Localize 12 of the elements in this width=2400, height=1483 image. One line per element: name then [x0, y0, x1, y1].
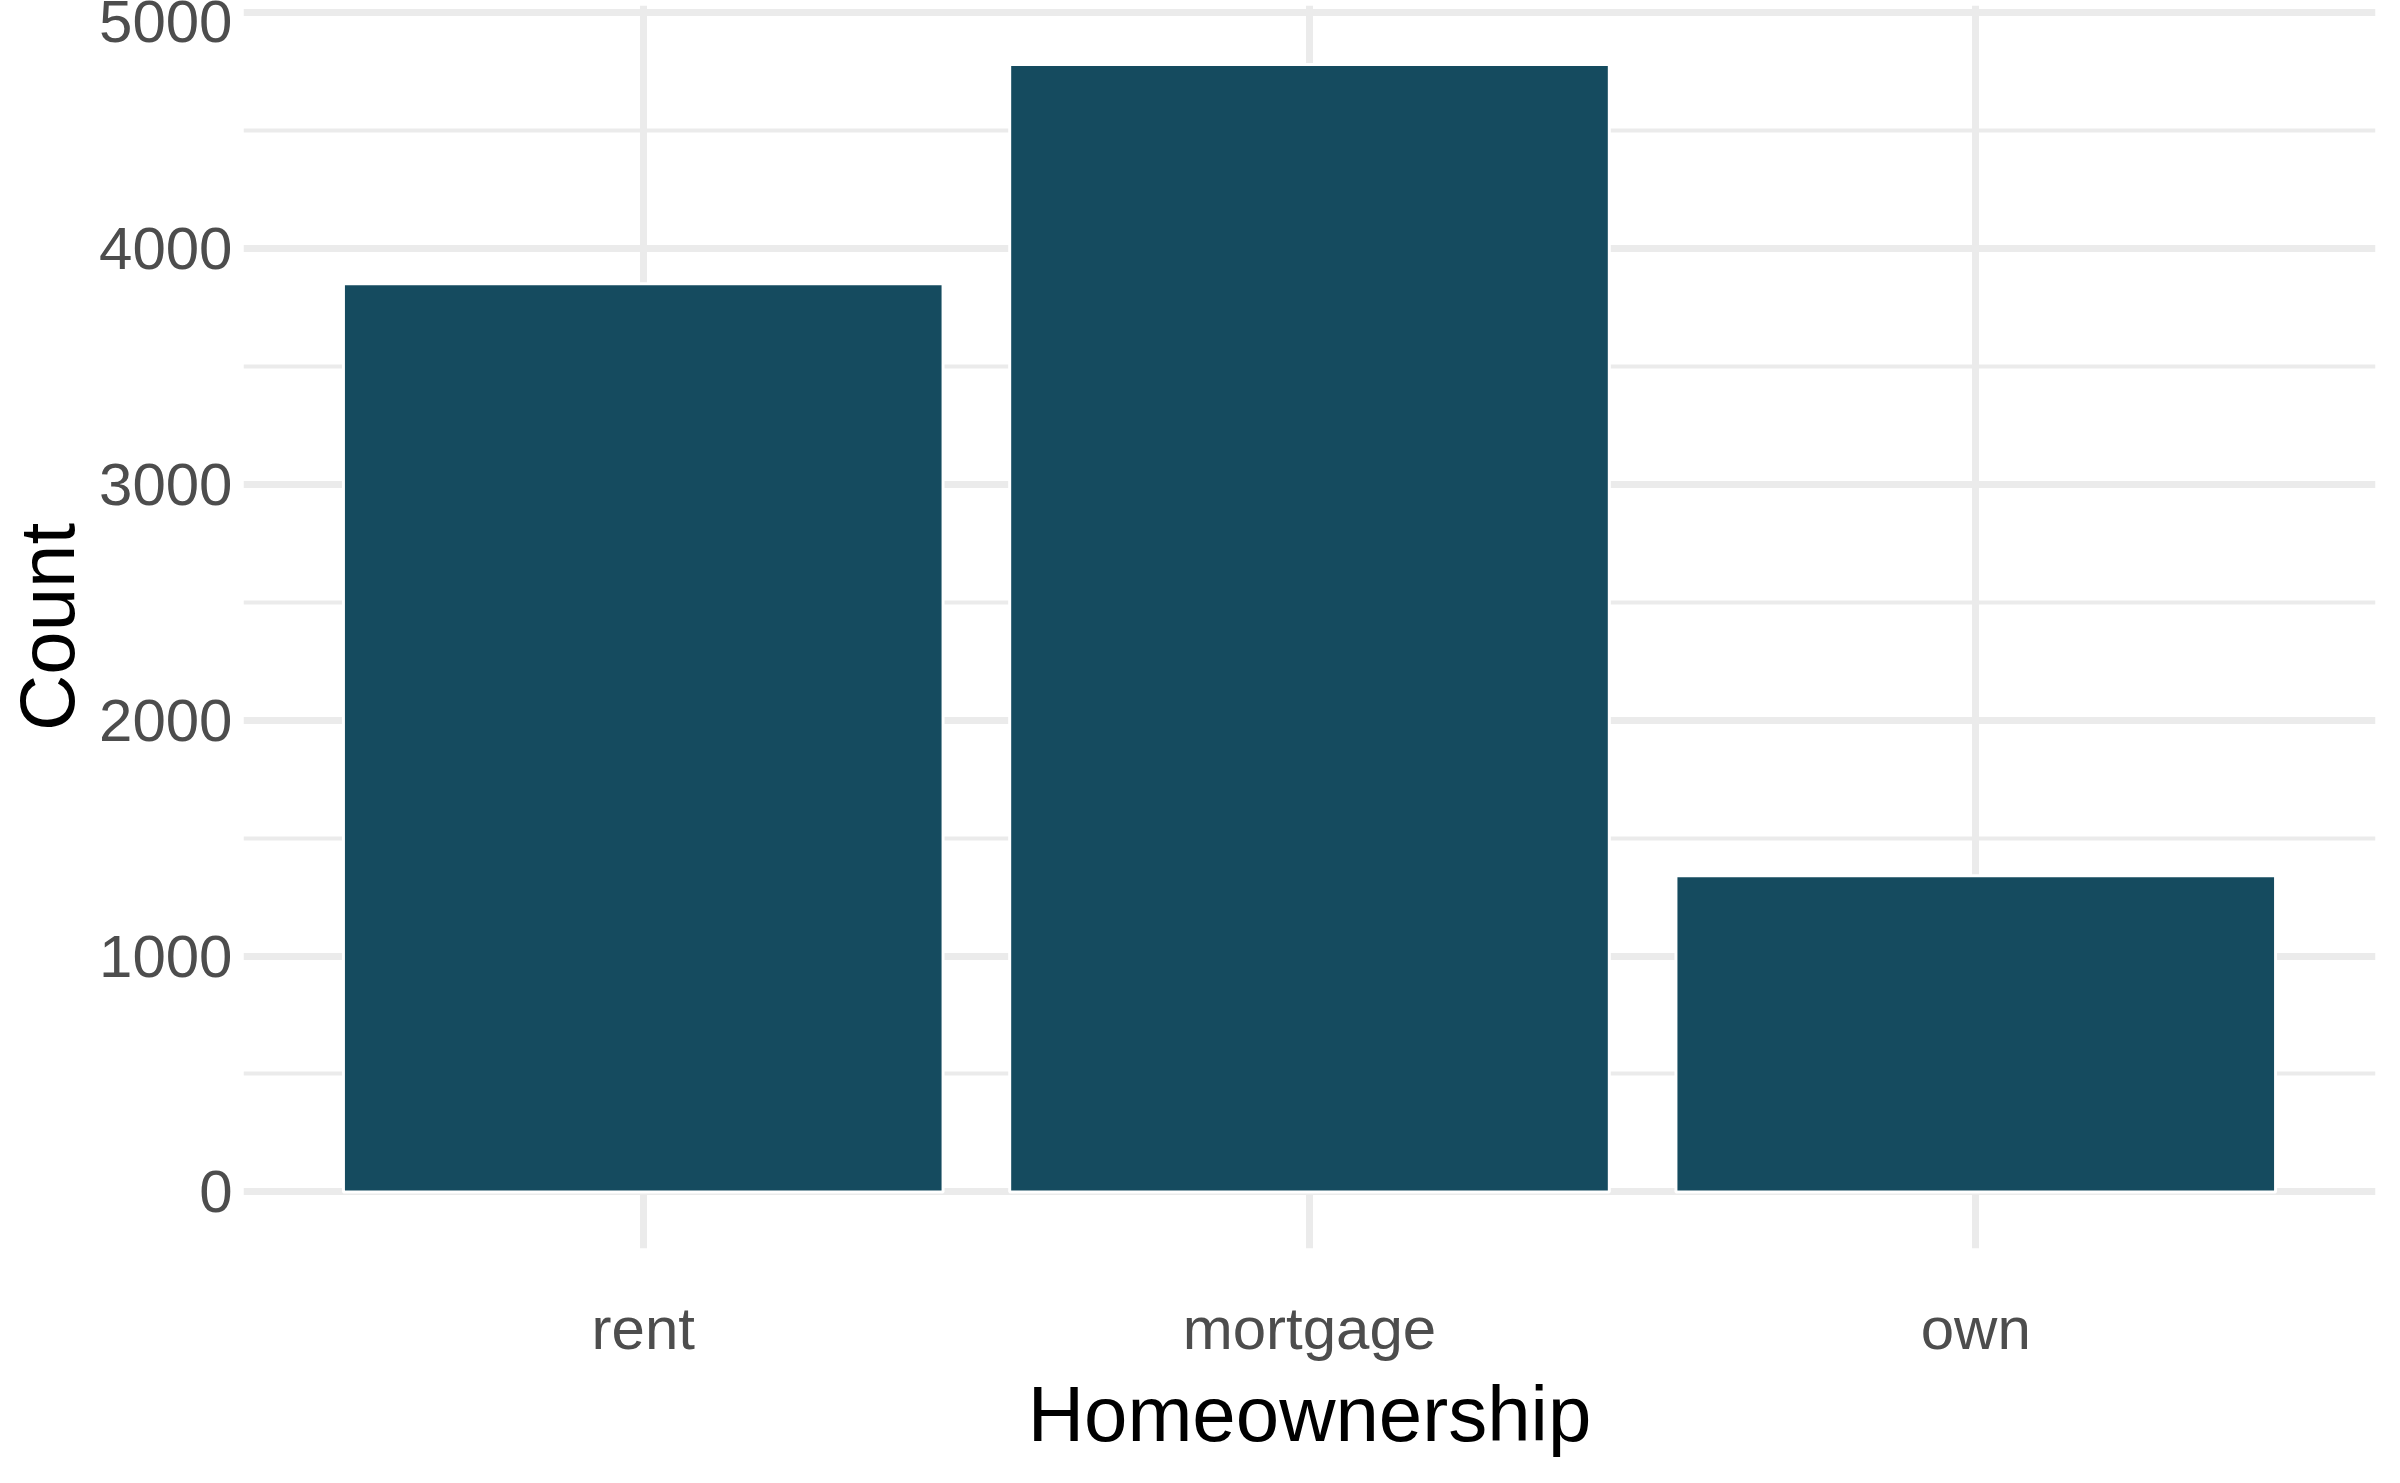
y-tick-label: 5000 [99, 0, 233, 55]
bar [1674, 874, 2278, 1194]
y-tick-label: 2000 [99, 686, 233, 754]
y-axis-title: Count [3, 522, 92, 732]
y-tick-label: 0 [199, 1158, 233, 1226]
x-axis-title: Homeownership [1027, 1369, 1592, 1458]
x-tick-label: own [1920, 1294, 2031, 1362]
x-tick-label: mortgage [1182, 1294, 1437, 1362]
y-tick-label: 1000 [99, 922, 233, 990]
y-tick-label: 3000 [99, 450, 233, 518]
x-tick-label: rent [591, 1294, 696, 1362]
y-tick-label: 4000 [99, 214, 233, 282]
